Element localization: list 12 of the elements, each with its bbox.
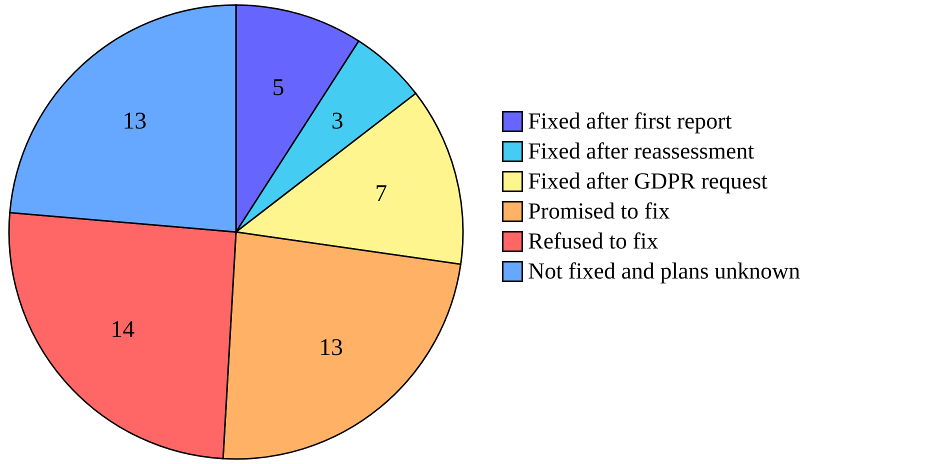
- legend-label: Fixed after reassessment: [528, 138, 755, 164]
- legend-label: Fixed after first report: [528, 108, 732, 134]
- data-label: 3: [331, 108, 344, 134]
- data-label: 13: [122, 108, 147, 134]
- data-label: 5: [272, 75, 284, 102]
- data-label: 13: [318, 335, 343, 362]
- legend-label: Refused to fix: [528, 228, 659, 254]
- legend-label: Not fixed and plans unknown: [528, 258, 801, 284]
- legend-label: Fixed after GDPR request: [528, 168, 768, 194]
- data-label: 14: [110, 317, 135, 344]
- data-label: 7: [375, 180, 388, 207]
- legend-label: Promised to fix: [528, 198, 670, 224]
